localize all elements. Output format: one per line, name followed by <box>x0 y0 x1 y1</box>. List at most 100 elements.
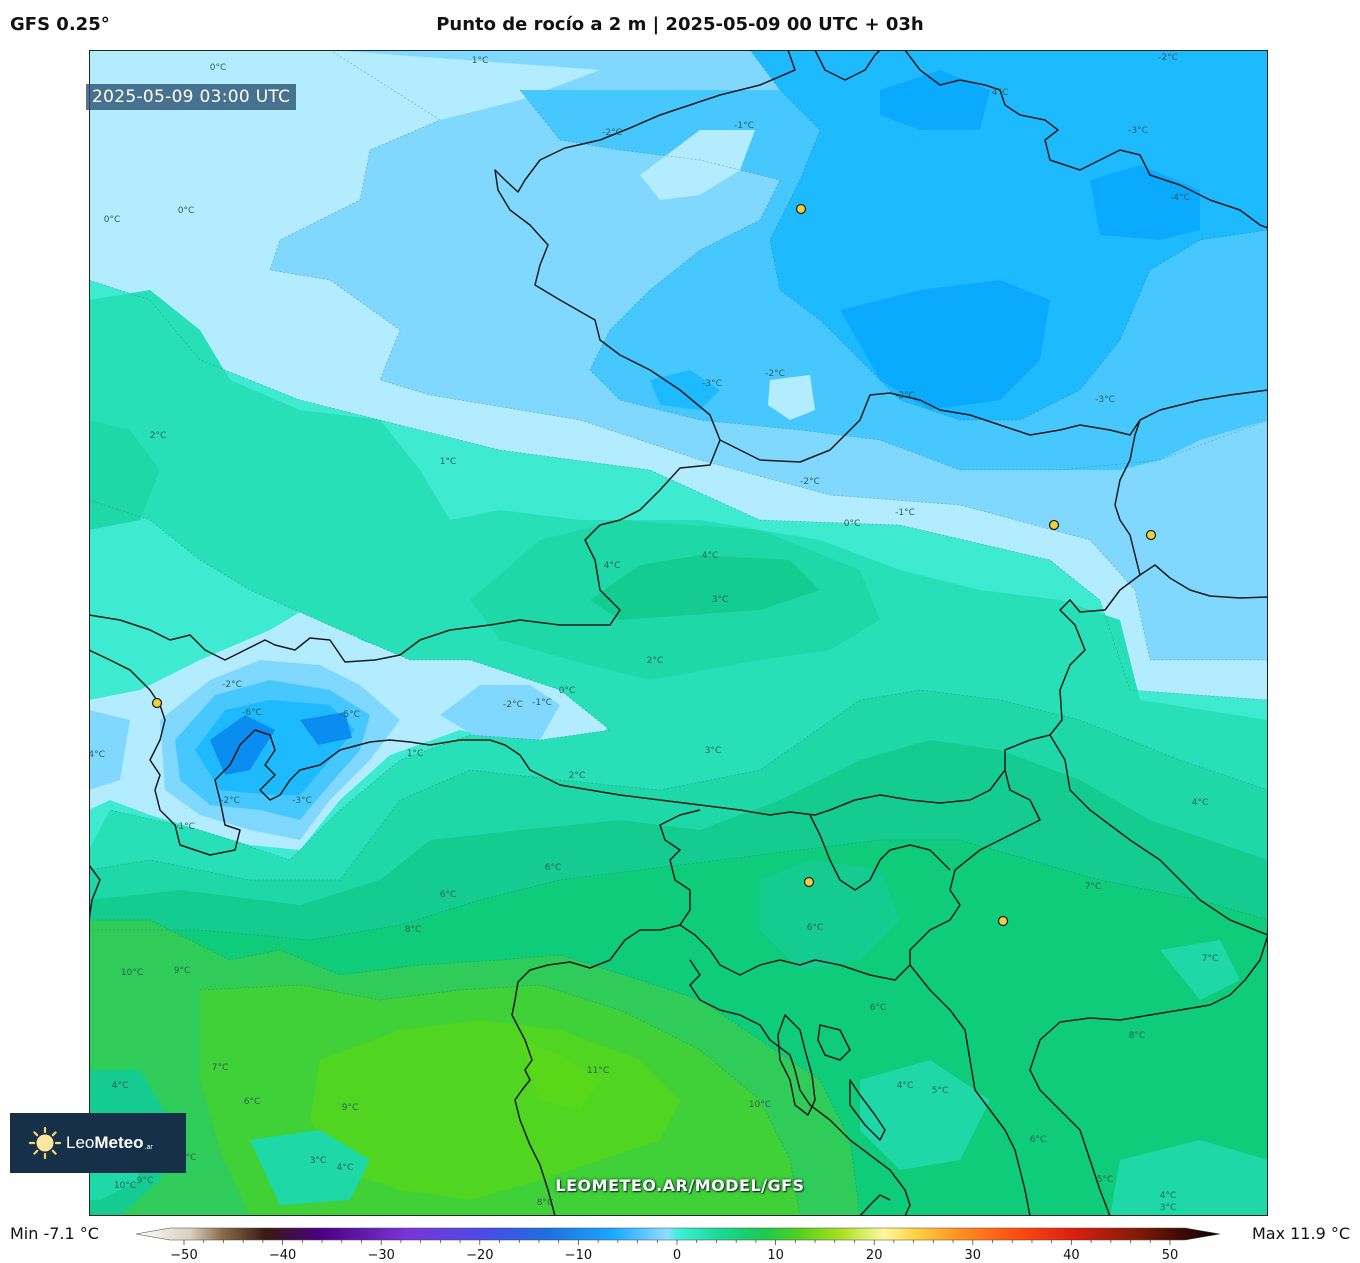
colorbar-tick-label: 40 <box>1063 1248 1080 1263</box>
contour-label: 8°C <box>1129 1031 1146 1041</box>
contour-label: 4°C <box>897 1081 914 1091</box>
contour-label: -4°C <box>89 750 105 760</box>
contour-label: 5°C <box>180 1153 197 1163</box>
contour-label: -1°C <box>734 121 754 131</box>
colorbar-tick-label: 50 <box>1162 1248 1179 1263</box>
contour-label: 7°C <box>1202 954 1219 964</box>
logo-suffix: .ar <box>144 1144 153 1151</box>
contour-label: 4°C <box>337 1163 354 1173</box>
contour-label: 6°C <box>807 923 824 933</box>
contour-label: 7°C <box>212 1063 229 1073</box>
colorbar-tick-label: −50 <box>170 1248 197 1263</box>
contour-label: -1°C <box>895 508 915 518</box>
logo-name-light: Leo <box>66 1133 95 1152</box>
valid-time-badge: 2025-05-09 03:00 UTC <box>86 84 297 110</box>
colorbar-tick-label: 30 <box>965 1248 982 1263</box>
map-title: Punto de rocío a 2 m | 2025-05-09 00 UTC… <box>436 14 924 35</box>
city-marker[interactable] <box>803 876 815 888</box>
isolines <box>89 50 1268 1216</box>
contour-label: -3°C <box>1128 126 1148 136</box>
contour-label: 8°C <box>537 1198 554 1208</box>
contour-label: 2°C <box>150 431 167 441</box>
contour-label: -2°C <box>765 369 785 379</box>
contour-label: 6°C <box>440 890 457 900</box>
contour-label: 1°C <box>407 749 424 759</box>
contour-label: -4°C <box>1170 193 1190 203</box>
country-borders <box>89 50 1268 1216</box>
contour-label: -2°C <box>503 700 523 710</box>
contour-label: 4°C <box>1160 1191 1177 1201</box>
contour-label: 6°C <box>1030 1135 1047 1145</box>
dewpoint-fill <box>89 50 1268 1216</box>
colorbar-tick-label: −30 <box>367 1248 394 1263</box>
contour-label: 4°C <box>1192 798 1209 808</box>
contour-label: 4°C <box>604 561 621 571</box>
model-name: GFS 0.25° <box>10 14 110 35</box>
city-marker[interactable] <box>1048 519 1060 531</box>
sun-icon <box>28 1126 62 1160</box>
contour-label: 2°C <box>569 771 586 781</box>
colorbar-tick-label: −10 <box>565 1248 592 1263</box>
city-markers <box>151 203 1157 927</box>
contour-label: -2°C <box>222 680 242 690</box>
colorbar-tick-label: 10 <box>767 1248 784 1263</box>
colorbar-tick-label: 0 <box>673 1248 681 1263</box>
contour-label: 10°C <box>749 1100 771 1110</box>
contour-label: 9°C <box>137 1176 154 1186</box>
colorbar-min-label: Min -7.1 °C <box>10 1224 99 1243</box>
leometeo-logo[interactable]: LeoMeteo .ar <box>10 1113 186 1173</box>
logo-name-bold: Meteo <box>94 1133 144 1152</box>
city-marker[interactable] <box>795 203 807 215</box>
contour-label: 8°C <box>405 925 422 935</box>
contour-label: 0°C <box>178 206 195 216</box>
city-marker[interactable] <box>151 697 163 709</box>
contour-label: 1°C <box>472 56 489 66</box>
contour-label: 5°C <box>932 1086 949 1096</box>
contour-label: -3°C <box>702 379 722 389</box>
dewpoint-map[interactable]: 0°C 1°C -2°C -1°C -2°C 4°C -3°C -4°C 0°C 0°C -3°C -… <box>89 50 1268 1216</box>
contour-label: 6°C <box>870 1003 887 1013</box>
city-marker[interactable] <box>1145 529 1157 541</box>
contour-label: -6°C <box>242 708 262 718</box>
contour-label: 4°C <box>992 88 1009 98</box>
contour-label: -2°C <box>602 128 622 138</box>
colorbar-tick-label: −20 <box>466 1248 493 1263</box>
contour-label: 4°C <box>702 551 719 561</box>
contour-label: -5°C <box>340 710 360 720</box>
contour-label: -1°C <box>532 698 552 708</box>
city-marker[interactable] <box>997 915 1009 927</box>
contour-label: 3°C <box>712 595 729 605</box>
contour-label: 5°C <box>1097 1175 1114 1185</box>
contour-label: 11°C <box>587 1066 609 1076</box>
contour-label: -2°C <box>1158 53 1178 63</box>
contour-label: -3°C <box>1095 395 1115 405</box>
contour-label: -3°C <box>292 796 312 806</box>
colorbar-tick-label: −40 <box>269 1248 296 1263</box>
contour-label: 0°C <box>104 215 121 225</box>
contour-label: 6°C <box>545 863 562 873</box>
contour-labels: 0°C 1°C -2°C -1°C -2°C 4°C -3°C -4°C 0°C 0°C -3°C -… <box>89 53 1218 1213</box>
contour-label: -2°C <box>800 477 820 487</box>
contour-label: 3°C <box>310 1156 327 1166</box>
contour-label: -1°C <box>175 822 195 832</box>
contour-label: -2°C <box>895 391 915 401</box>
contour-label: 0°C <box>559 686 576 696</box>
contour-label: 6°C <box>244 1097 261 1107</box>
contour-label: 10°C <box>114 1181 136 1191</box>
colorbar: −50 −40 −30 −20 −10 0 10 20 30 40 50 <box>135 1227 1221 1263</box>
colorbar-tick-label: 20 <box>866 1248 883 1263</box>
site-watermark[interactable]: LEOMETEO.AR/MODEL/GFS <box>555 1176 805 1195</box>
contour-label: 1°C <box>440 457 457 467</box>
contour-label: 3°C <box>705 746 722 756</box>
map-frame <box>89 50 1268 1216</box>
contour-label: 10°C <box>121 968 143 978</box>
logo-wordmark: LeoMeteo <box>66 1133 144 1153</box>
contour-label: 0°C <box>210 63 227 73</box>
contour-label: 9°C <box>342 1103 359 1113</box>
contour-label: 3°C <box>1160 1203 1177 1213</box>
contour-label: 9°C <box>174 966 191 976</box>
contour-label: 0°C <box>844 519 861 529</box>
colorbar-max-label: Max 11.9 °C <box>1251 1224 1350 1243</box>
contour-label: 2°C <box>647 656 664 666</box>
contour-label: 4°C <box>112 1081 129 1091</box>
